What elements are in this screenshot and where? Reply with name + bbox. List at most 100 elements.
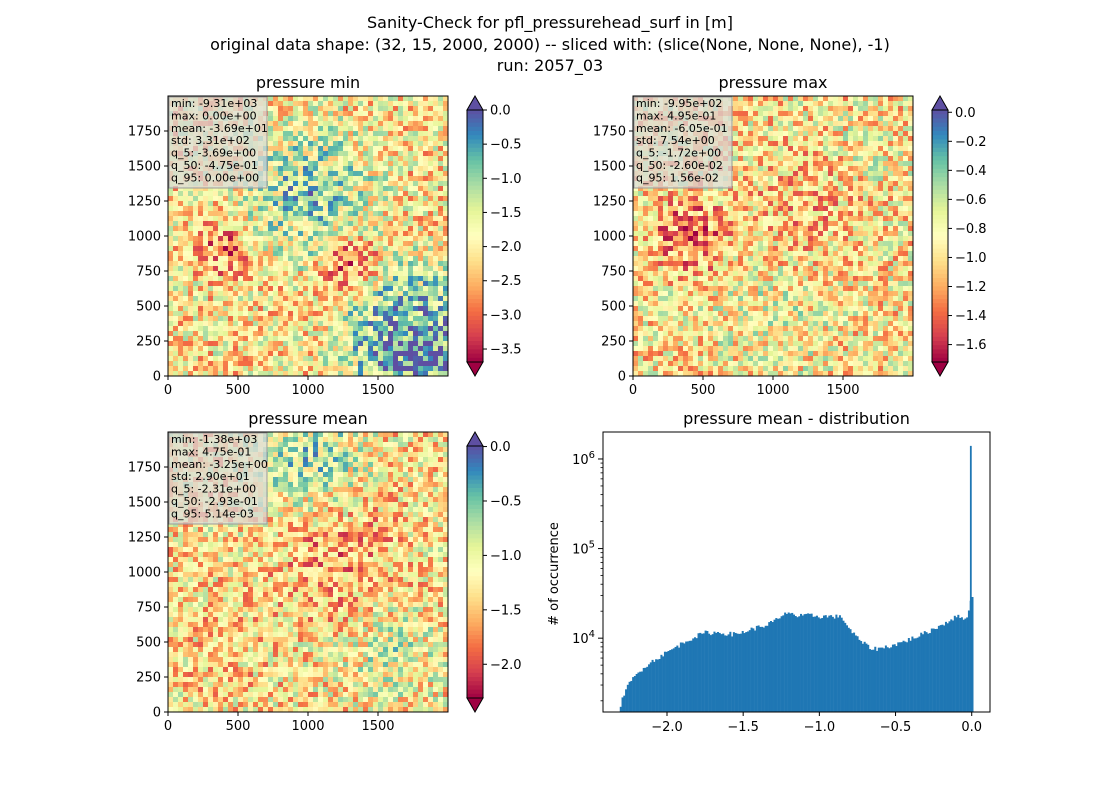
heatmap-cell — [738, 126, 744, 132]
heatmap-cell — [648, 206, 654, 212]
heatmap-cell — [208, 211, 214, 217]
heatmap-cell — [678, 366, 684, 372]
heatmap-cell — [763, 126, 769, 132]
heatmap-cell — [763, 161, 769, 167]
heatmap-cell — [218, 211, 224, 217]
heatmap-cell — [418, 331, 424, 337]
heatmap-cell — [273, 206, 279, 212]
heatmap-cell — [638, 346, 644, 352]
heatmap-cell — [328, 201, 334, 207]
heatmap-cell — [383, 276, 389, 282]
colorbar-segment — [467, 227, 483, 233]
heatmap-cell — [703, 291, 709, 297]
heatmap-cell — [368, 221, 374, 227]
heatmap-cell — [253, 201, 259, 207]
heatmap-cell — [763, 296, 769, 302]
heatmap-cell — [733, 316, 739, 322]
heatmap-cell — [268, 371, 274, 377]
heatmap-cell — [693, 276, 699, 282]
heatmap-cell — [268, 181, 274, 187]
heatmap-cell — [233, 296, 239, 302]
heatmap-cell — [358, 201, 364, 207]
heatmap-cell — [343, 256, 349, 262]
heatmap-cell — [283, 331, 289, 337]
heatmap-cell — [283, 371, 289, 377]
heatmap-cell — [273, 281, 279, 287]
heatmap-cell — [283, 101, 289, 107]
heatmap-cell — [428, 161, 434, 167]
heatmap-cell — [778, 166, 784, 172]
heatmap-cell — [418, 206, 424, 212]
heatmap-cell — [193, 286, 199, 292]
heatmap-cell — [393, 291, 399, 297]
heatmap-cell — [178, 261, 184, 267]
heatmap-cell — [428, 211, 434, 217]
heatmap-cell — [403, 366, 409, 372]
heatmap-cell — [303, 211, 309, 217]
heatmap-cell — [283, 216, 289, 222]
heatmap-cell — [708, 221, 714, 227]
heatmap-cell — [393, 266, 399, 272]
heatmap-cell — [268, 171, 274, 177]
heatmap-cell — [328, 116, 334, 122]
heatmap-cell — [673, 201, 679, 207]
heatmap-cell — [288, 116, 294, 122]
heatmap-cell — [633, 356, 639, 362]
heatmap-cell — [348, 191, 354, 197]
heatmap-cell — [303, 191, 309, 197]
heatmap-cell — [708, 331, 714, 337]
heatmap-cell — [423, 96, 429, 102]
heatmap-cell — [738, 251, 744, 257]
heatmap-cell — [683, 221, 689, 227]
heatmap-cell — [423, 211, 429, 217]
heatmap-cell — [748, 211, 754, 217]
heatmap-cell — [758, 121, 764, 127]
heatmap-cell — [173, 186, 179, 192]
heatmap-cell — [718, 226, 724, 232]
heatmap-cell — [203, 296, 209, 302]
heatmap-cell — [348, 256, 354, 262]
heatmap-cell — [248, 341, 254, 347]
heatmap-cell — [288, 361, 294, 367]
heatmap-cell — [363, 231, 369, 237]
heatmap-cell — [413, 226, 419, 232]
heatmap-cell — [778, 306, 784, 312]
heatmap-cell — [238, 316, 244, 322]
heatmap-cell — [433, 226, 439, 232]
heatmap-cell — [378, 101, 384, 107]
heatmap-cell — [183, 316, 189, 322]
heatmap-cell — [243, 291, 249, 297]
heatmap-cell — [758, 241, 764, 247]
heatmap-cell — [253, 341, 259, 347]
heatmap-cell — [408, 291, 414, 297]
heatmap-cell — [293, 156, 299, 162]
heatmap-cell — [238, 241, 244, 247]
heatmap-cell — [408, 226, 414, 232]
heatmap-cell — [318, 261, 324, 267]
heatmap-cell — [308, 206, 314, 212]
heatmap-cell — [168, 266, 174, 272]
heatmap-cell — [213, 301, 219, 307]
heatmap-cell — [213, 296, 219, 302]
heatmap-cell — [368, 296, 374, 302]
heatmap-cell — [758, 136, 764, 142]
heatmap-cell — [233, 346, 239, 352]
heatmap-cell — [353, 151, 359, 157]
heatmap-cell — [418, 136, 424, 142]
heatmap-cell — [398, 256, 404, 262]
heatmap-cell — [693, 366, 699, 372]
heatmap-cell — [418, 131, 424, 137]
colorbar-segment — [467, 219, 483, 224]
heatmap-cell — [268, 286, 274, 292]
heatmap-cell — [753, 161, 759, 167]
heatmap-cell — [783, 96, 789, 102]
heatmap-cell — [378, 281, 384, 287]
heatmap-cell — [743, 356, 749, 362]
heatmap-cell — [423, 311, 429, 317]
heatmap-cell — [673, 291, 679, 297]
heatmap-cell — [348, 151, 354, 157]
heatmap-cell — [313, 266, 319, 272]
heatmap-cell — [183, 266, 189, 272]
heatmap-cell — [643, 346, 649, 352]
heatmap-cell — [268, 126, 274, 132]
